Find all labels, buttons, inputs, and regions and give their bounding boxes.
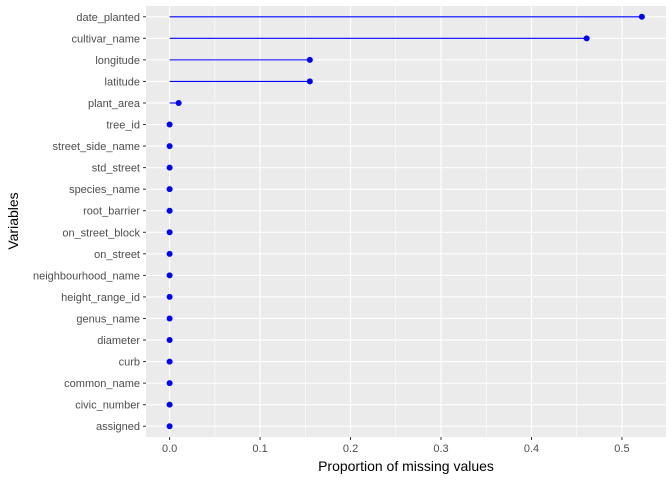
lollipop-point — [306, 78, 313, 85]
lollipop-point — [638, 13, 645, 20]
lollipop-point — [166, 293, 173, 300]
y-tick-label: on_street — [94, 249, 140, 261]
plot-panel — [146, 6, 666, 437]
y-tick-label: curb — [119, 357, 140, 369]
y-tick-label: height_range_id — [61, 292, 140, 304]
lollipop-point — [166, 380, 173, 387]
y-tick-label: longitude — [95, 55, 140, 67]
lollipop-points — [166, 13, 645, 430]
x-axis: 0.0 0.1 0.2 0.3 0.4 0.5 — [162, 437, 630, 455]
y-tick-label: std_street — [92, 163, 140, 175]
lollipop-point — [583, 35, 590, 42]
y-tick-label: cultivar_name — [72, 33, 140, 45]
x-tick-label: 0.0 — [162, 443, 177, 455]
lollipop-point — [175, 99, 182, 106]
lollipop-point — [166, 229, 173, 236]
lollipop-point — [166, 164, 173, 171]
lollipop-point — [166, 250, 173, 257]
x-tick-label: 0.4 — [524, 443, 539, 455]
lollipop-point — [166, 207, 173, 214]
y-tick-label: diameter — [97, 335, 140, 347]
y-tick-label: neighbourhood_name — [33, 270, 140, 282]
y-tick-label: tree_id — [106, 120, 140, 132]
lollipop-point — [166, 272, 173, 279]
y-tick-label: latitude — [105, 76, 140, 88]
lollipop-point — [166, 315, 173, 322]
x-tick-label: 0.5 — [614, 443, 629, 455]
y-tick-label: date_planted — [76, 12, 140, 24]
y-tick-label: species_name — [69, 184, 140, 196]
lollipop-point — [166, 337, 173, 344]
y-axis-title: Variables — [5, 192, 21, 249]
minor-gridlines — [214, 6, 578, 437]
x-tick-label: 0.1 — [252, 443, 267, 455]
lollipop-point — [166, 358, 173, 365]
lollipop-point — [166, 423, 173, 430]
x-tick-label: 0.3 — [433, 443, 448, 455]
y-tick-label: assigned — [96, 421, 140, 433]
y-tick-label: common_name — [64, 378, 140, 390]
y-axis: date_planted cultivar_name longitude latitu… — [33, 12, 146, 433]
lollipop-point — [306, 56, 313, 63]
lollipop-point — [166, 401, 173, 408]
lollipop-stems — [169, 16, 642, 104]
lollipop-point — [166, 143, 173, 150]
y-tick-label: root_barrier — [83, 206, 140, 218]
y-tick-label: civic_number — [75, 400, 140, 412]
y-tick-label: genus_name — [76, 313, 140, 325]
lollipop-point — [166, 186, 173, 193]
x-axis-title: Proportion of missing values — [318, 458, 494, 474]
lollipop-point — [166, 121, 173, 128]
y-tick-label: street_side_name — [53, 141, 140, 153]
y-tick-label: plant_area — [88, 98, 141, 110]
y-tick-label: on_street_block — [62, 227, 140, 239]
x-tick-label: 0.2 — [343, 443, 358, 455]
